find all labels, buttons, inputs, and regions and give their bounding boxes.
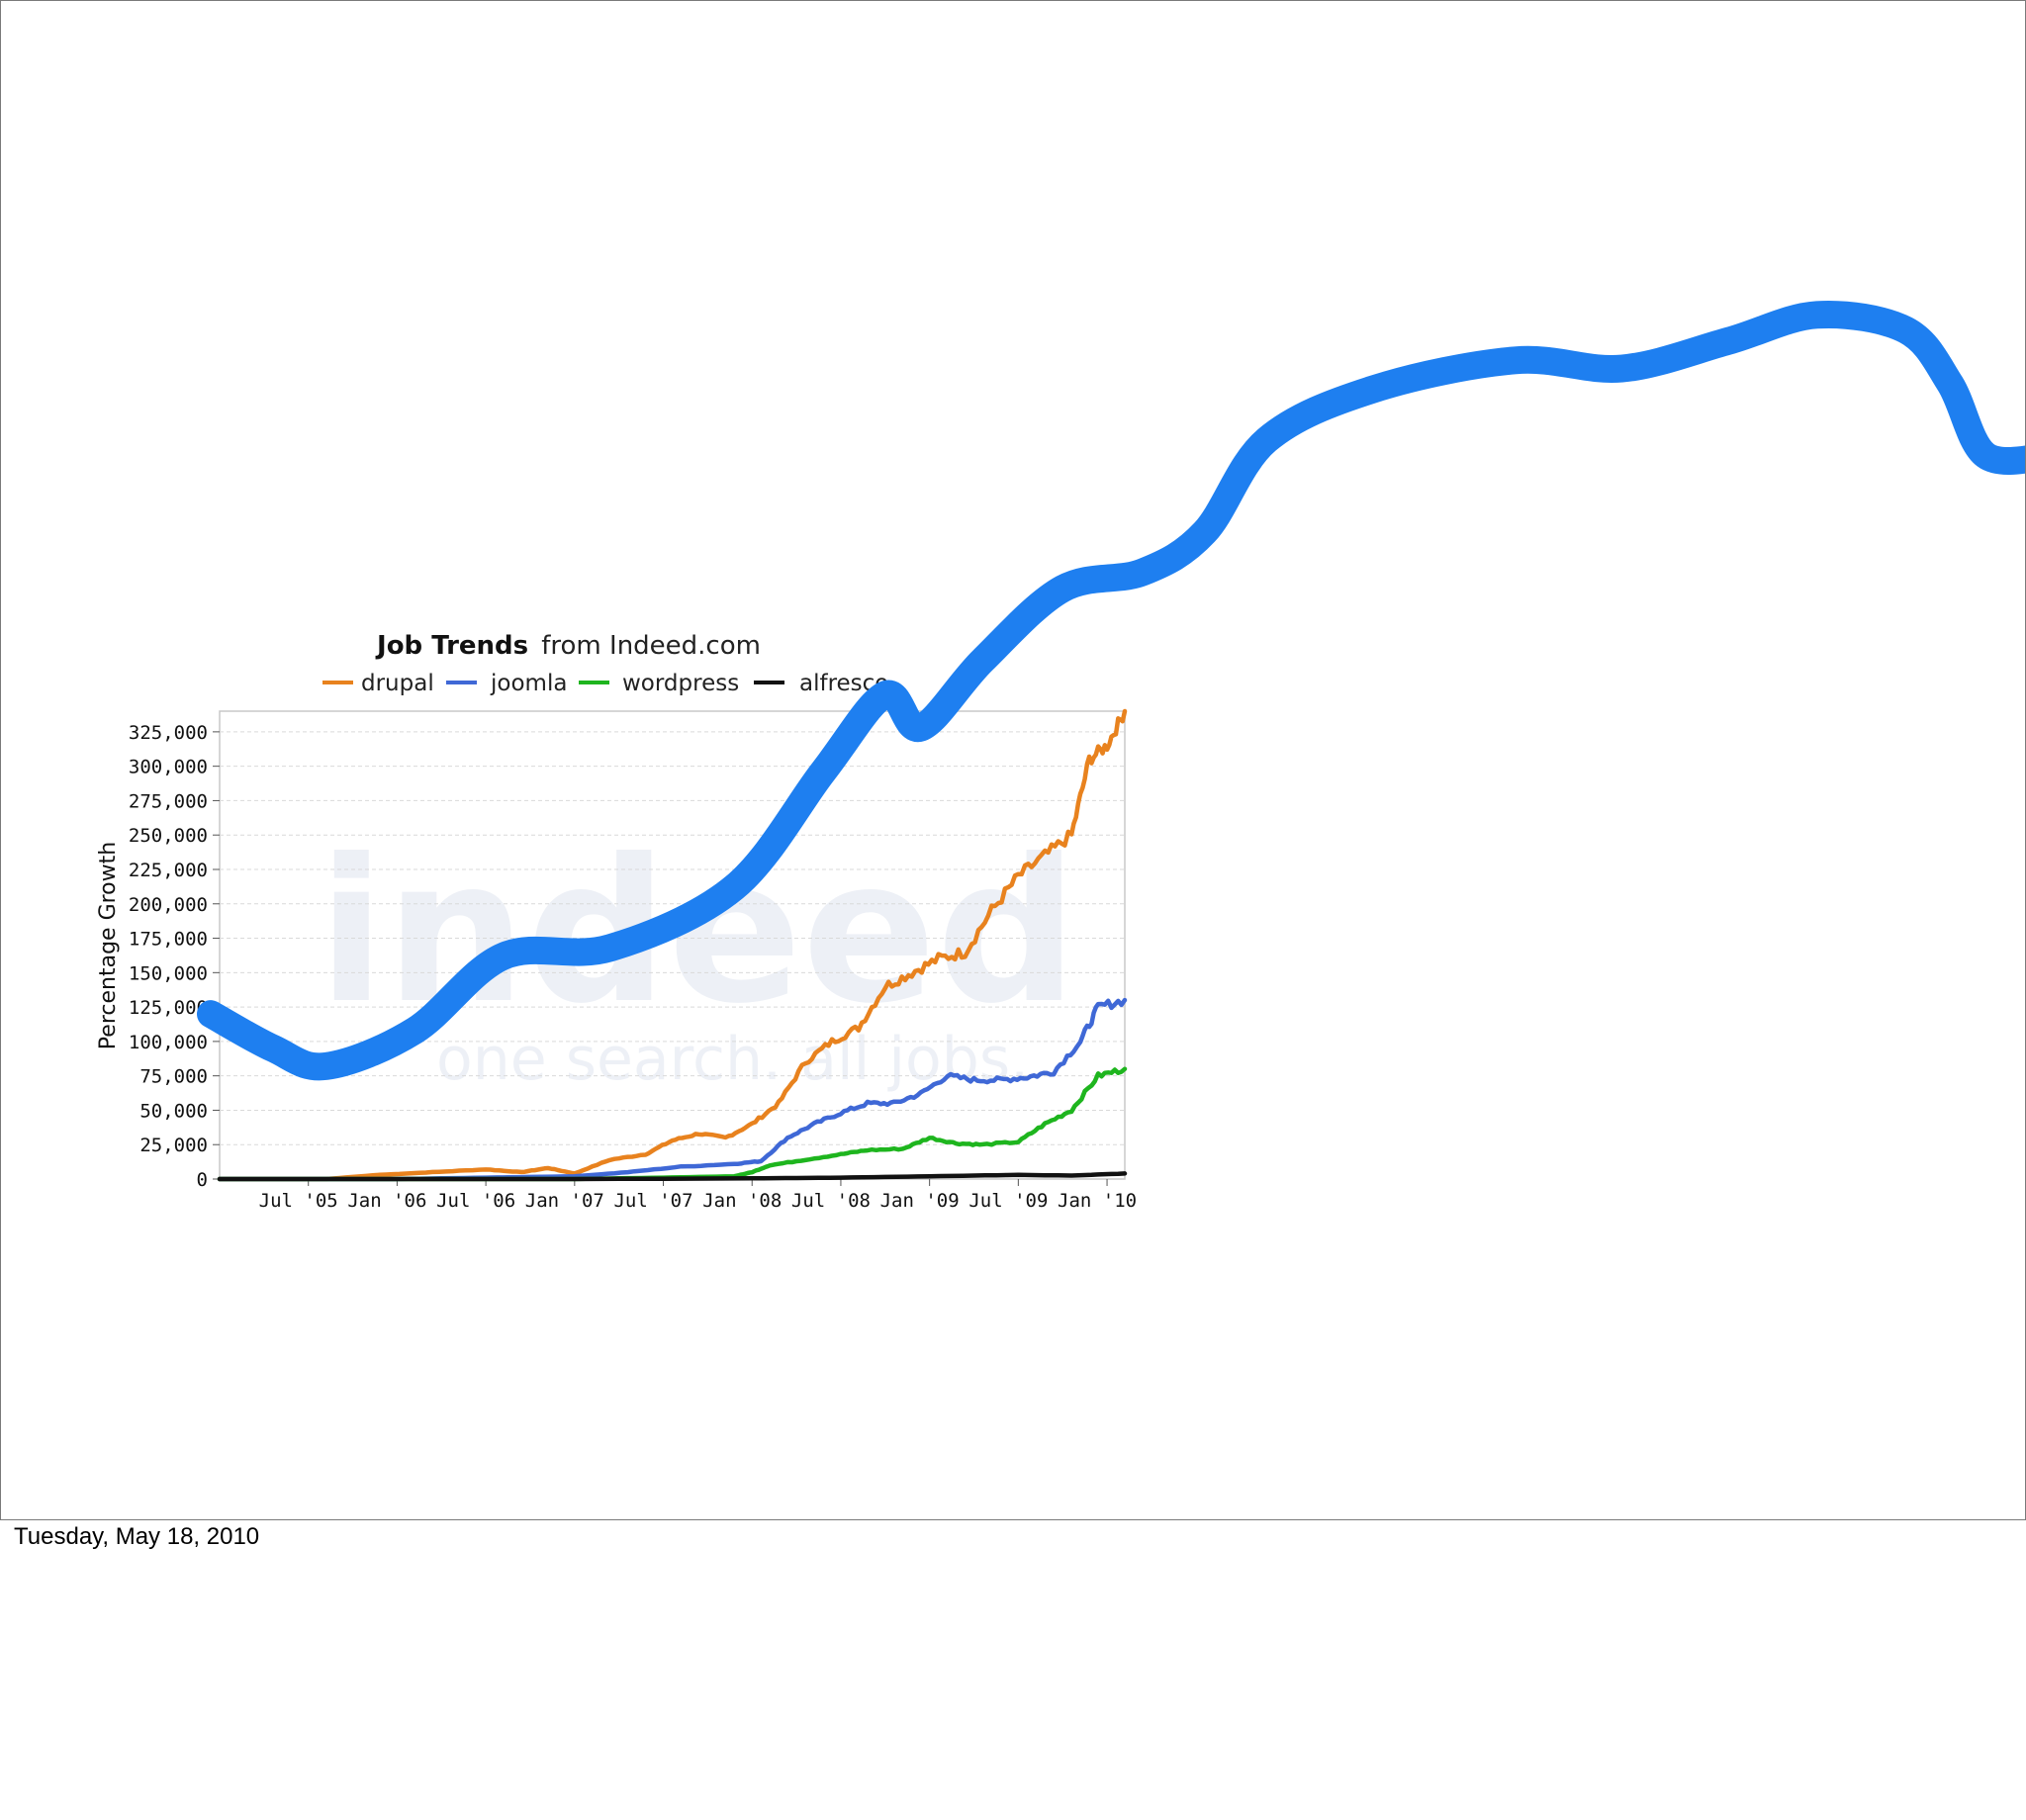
- legend-item-joomla: joomla: [446, 671, 567, 696]
- y-tick-label: 300,000: [129, 757, 208, 778]
- x-tick-label: Jul '06: [436, 1190, 515, 1212]
- x-tick-label: Jan '09: [880, 1190, 960, 1212]
- y-tick-label: 50,000: [139, 1100, 208, 1122]
- y-tick-label: 250,000: [129, 825, 208, 847]
- x-tick-label: Jan '08: [702, 1190, 782, 1212]
- legend-item-wordpress: wordpress: [579, 671, 739, 696]
- legend: drupal joomla wordpress alfresco: [322, 671, 888, 696]
- job-trends-chart: indeed one search. all jobs. 025,00050,0…: [96, 300, 2025, 1212]
- x-axis-ticks: Jul '05 Jan '06 Jul '06 Jan '07 Jul '07 Jan '…: [259, 1179, 1137, 1212]
- chart-title-rest: from Indeed.com: [541, 631, 761, 661]
- y-tick-label: 325,000: [129, 722, 208, 744]
- y-tick-label: 75,000: [139, 1066, 208, 1088]
- y-tick-label: 225,000: [129, 860, 208, 881]
- legend-label-wordpress: wordpress: [622, 671, 739, 696]
- x-tick-label: Jan '10: [1058, 1190, 1137, 1212]
- series-line-joomla: [217, 997, 1128, 1182]
- y-axis-title: Percentage Growth: [96, 842, 121, 1049]
- slide-frame: indeed one search. all jobs. 0 25,000 50,0…: [0, 0, 2026, 1520]
- x-tick-label: Jan '06: [347, 1190, 426, 1212]
- footer-date: Tuesday, May 18, 2010: [14, 1523, 260, 1550]
- y-tick-label: 25,000: [139, 1135, 208, 1156]
- y-tick-label: 275,000: [129, 790, 208, 812]
- x-tick-label: Jan '07: [525, 1190, 604, 1212]
- y-tick-label: 125,000: [129, 997, 208, 1019]
- series-lines: [217, 708, 1128, 1182]
- y-tick-label: 150,000: [129, 962, 208, 984]
- legend-item-drupal: drupal: [322, 671, 434, 696]
- y-tick-label: 175,000: [129, 929, 208, 951]
- legend-item-alfresco: alfresco: [754, 671, 888, 696]
- y-tick-label: 100,000: [129, 1032, 208, 1053]
- series-line-alfresco: [217, 1171, 1128, 1182]
- legend-label-drupal: drupal: [361, 671, 434, 696]
- watermark-tagline: one search. all jobs.: [436, 1025, 1029, 1094]
- y-tick-label: 200,000: [129, 894, 208, 916]
- y-tick-label: 0: [197, 1169, 208, 1191]
- x-tick-label: Jul '07: [613, 1190, 692, 1212]
- series-line-drupal: [217, 708, 1128, 1182]
- y-axis-ticks: 0 25,000 50,000 75,000 100,000 125,000 150,000…: [129, 722, 220, 1191]
- chart-title-bold: Job Trends: [375, 631, 528, 661]
- chart-title: Job Trends from Indeed.com: [375, 631, 761, 661]
- overlay-trend-line: [197, 300, 2025, 1081]
- gridlines: [220, 731, 1125, 1145]
- x-tick-label: Jul '08: [791, 1190, 871, 1212]
- x-tick-label: Jul '05: [259, 1190, 338, 1212]
- legend-label-joomla: joomla: [490, 671, 567, 696]
- x-tick-label: Jul '09: [968, 1190, 1048, 1212]
